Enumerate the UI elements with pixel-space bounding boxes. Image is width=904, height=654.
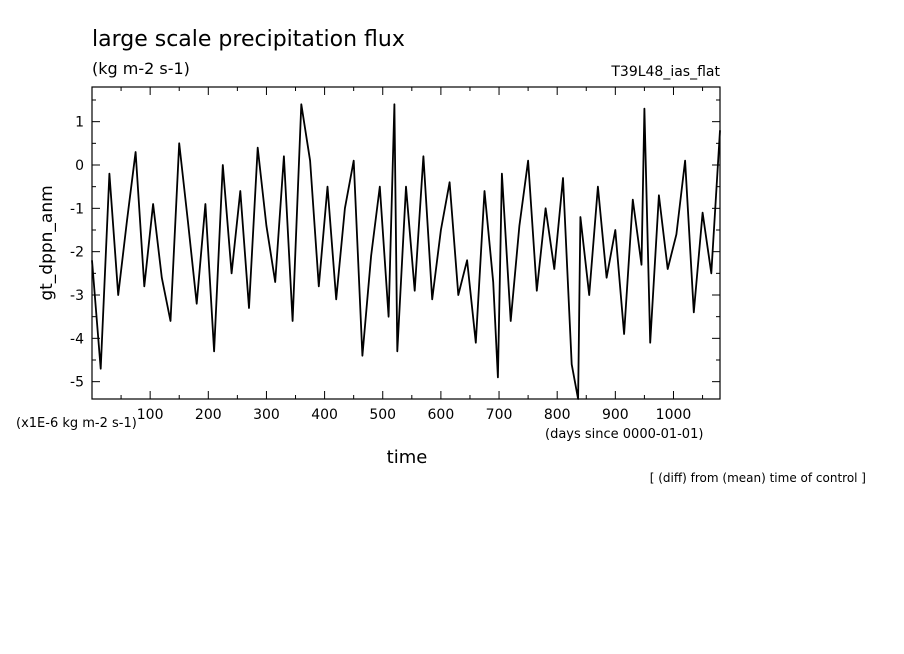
- x-tick-label: 900: [602, 407, 629, 423]
- x-tick-label: 1000: [656, 407, 692, 423]
- y-tick-label: 0: [75, 158, 84, 174]
- chart-subtitle: (kg m-2 s-1): [92, 59, 190, 78]
- y-tick-label: -2: [70, 245, 84, 261]
- footer-note: [ (diff) from (mean) time of control ]: [650, 471, 866, 485]
- x-tick-label: 300: [253, 407, 280, 423]
- x-axis-units: (days since 0000-01-01): [545, 427, 703, 442]
- series-line: [91, 103, 721, 400]
- y-tick-label: -3: [70, 288, 84, 304]
- x-tick-label: 400: [311, 407, 338, 423]
- series-group: [91, 103, 721, 400]
- y-tick-label: -4: [70, 331, 84, 347]
- x-tick-label: 500: [369, 407, 396, 423]
- y-tick-label: -5: [70, 375, 84, 391]
- plot-frame: [91, 86, 721, 400]
- y-axis-label: gt_dppn_anm: [37, 185, 57, 300]
- run-label: T39L48_ias_flat: [610, 64, 720, 80]
- y-scale-note: (x1E-6 kg m-2 s-1): [16, 416, 137, 431]
- y-axis: -5 -4 -3 -2 -1 0 1: [70, 99, 720, 391]
- x-tick-label: 200: [195, 407, 222, 423]
- x-axis-label: time: [387, 447, 428, 468]
- x-tick-label: 800: [544, 407, 571, 423]
- chart-title: large scale precipitation flux: [92, 27, 405, 52]
- x-tick-label: 100: [137, 407, 164, 423]
- y-tick-label: -1: [70, 201, 84, 217]
- y-tick-label: 1: [75, 115, 84, 131]
- x-tick-label: 600: [428, 407, 455, 423]
- x-axis: 100 200 300 400 500 600 700 800 900 1000: [120, 87, 704, 423]
- x-tick-label: 700: [486, 407, 513, 423]
